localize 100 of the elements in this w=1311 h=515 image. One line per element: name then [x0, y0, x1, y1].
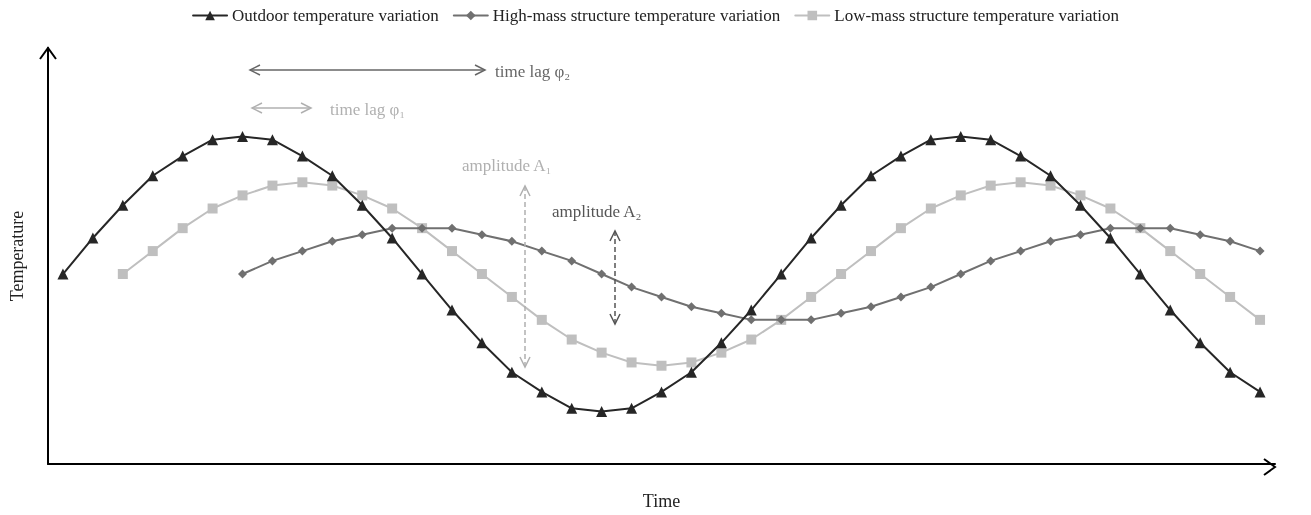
point	[237, 130, 249, 142]
point	[865, 170, 877, 182]
point	[327, 180, 338, 191]
text: time lag φ₂	[495, 62, 571, 81]
point	[1194, 337, 1206, 349]
point	[507, 236, 517, 246]
point	[177, 150, 189, 162]
point	[1164, 304, 1176, 316]
legend-label: Outdoor temperature variation	[232, 6, 440, 25]
point	[686, 302, 696, 312]
point	[627, 282, 637, 292]
point	[536, 386, 548, 398]
point	[836, 269, 847, 280]
point	[1195, 230, 1205, 240]
point	[896, 292, 906, 302]
point	[1224, 366, 1236, 378]
point	[1134, 268, 1146, 280]
point	[147, 170, 159, 182]
point	[567, 256, 577, 266]
point	[986, 256, 996, 266]
point	[926, 282, 936, 292]
point	[955, 130, 967, 142]
point	[806, 315, 816, 325]
y-axis-title: Temperature	[7, 210, 27, 302]
point	[357, 230, 367, 240]
point	[356, 199, 368, 211]
point	[805, 232, 817, 244]
point	[297, 177, 308, 188]
point	[656, 360, 667, 371]
point	[326, 170, 338, 182]
point	[387, 203, 398, 214]
point	[566, 334, 577, 345]
point	[1075, 190, 1086, 201]
point	[1045, 180, 1056, 191]
point	[1254, 386, 1266, 398]
point	[715, 337, 727, 349]
point	[865, 246, 876, 257]
point	[685, 366, 697, 378]
point	[1074, 199, 1086, 211]
point	[267, 180, 278, 191]
point	[1105, 203, 1116, 214]
point	[1225, 236, 1235, 246]
annotation: amplitude A₂	[552, 202, 642, 221]
point	[686, 357, 697, 368]
point	[1165, 223, 1175, 233]
point	[626, 402, 638, 414]
x-axis-title: Time	[642, 491, 681, 511]
point	[1016, 246, 1026, 256]
point	[1046, 236, 1056, 246]
annotation: amplitude A₁	[462, 156, 552, 175]
point	[446, 304, 458, 316]
point	[57, 268, 69, 280]
point	[596, 406, 608, 418]
text: time lag φ₁	[330, 100, 406, 119]
point	[237, 190, 248, 201]
point	[716, 347, 727, 358]
point	[357, 190, 368, 201]
point	[925, 203, 936, 214]
point	[956, 269, 966, 279]
point	[836, 308, 846, 318]
point	[806, 291, 817, 302]
point	[536, 314, 547, 325]
point	[656, 386, 667, 398]
point	[1105, 223, 1115, 233]
point	[597, 269, 607, 279]
point	[207, 134, 219, 146]
point	[416, 268, 428, 280]
legend-label: Low-mass structure temperature variation	[834, 6, 1120, 25]
point	[537, 246, 547, 256]
point	[716, 308, 726, 318]
point	[387, 223, 397, 233]
point	[1015, 177, 1026, 188]
point	[386, 232, 398, 244]
point	[746, 315, 756, 325]
point	[746, 334, 757, 345]
point	[506, 291, 517, 302]
point	[955, 190, 966, 201]
point	[1015, 150, 1027, 162]
point	[1195, 269, 1206, 280]
point	[985, 134, 997, 146]
point	[238, 269, 248, 279]
point	[1255, 314, 1266, 325]
point	[447, 246, 458, 257]
point	[1165, 246, 1176, 257]
point	[835, 199, 847, 211]
point	[1104, 232, 1116, 244]
point	[476, 269, 487, 280]
point	[296, 150, 308, 162]
point	[745, 304, 757, 316]
point	[447, 223, 457, 233]
point	[207, 203, 218, 214]
point	[117, 199, 129, 211]
point	[267, 256, 277, 266]
point	[506, 366, 518, 378]
point	[657, 292, 666, 302]
point	[117, 269, 128, 280]
point	[1255, 246, 1265, 256]
point	[1045, 170, 1057, 182]
point	[297, 246, 307, 256]
point	[866, 302, 876, 312]
